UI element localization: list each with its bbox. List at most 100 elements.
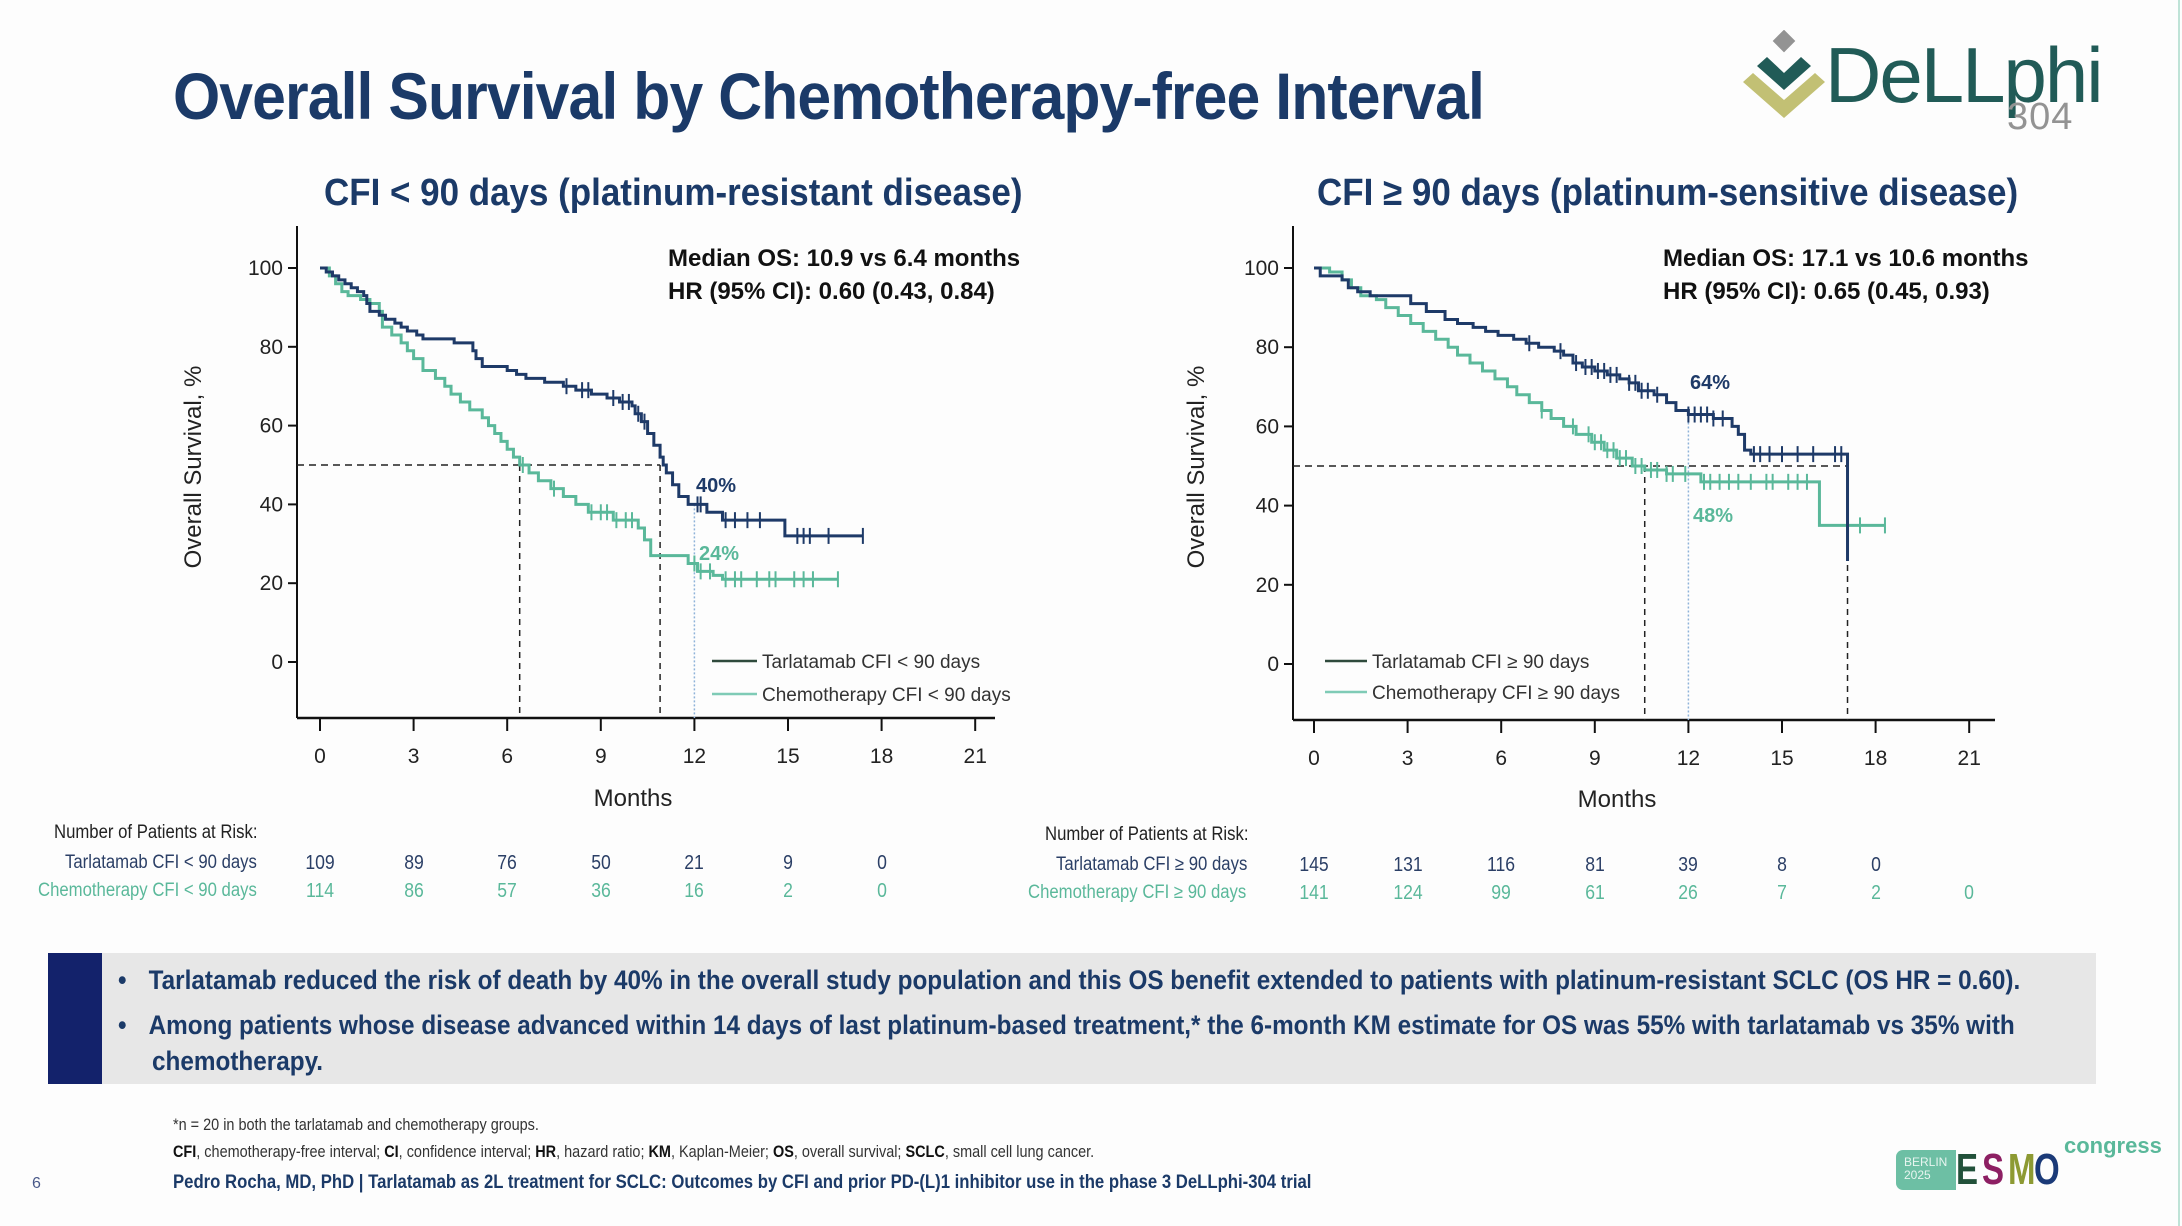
x-tick-label: 6	[1495, 747, 1507, 770]
risk-value-chemotherapy: 86	[403, 880, 424, 902]
axes-right: 0 3 6 9 12 15 18 21 0 20 40 60 80 100	[1244, 226, 1995, 770]
abbreviation-term: SCLC	[905, 1142, 945, 1161]
risk-value-tarlatamab: 131	[1392, 854, 1423, 876]
risk-row-label-tarlatamab-left: Tarlatamab CFI < 90 days	[65, 852, 257, 873]
risk-value-tarlatamab: 76	[497, 852, 517, 874]
risk-table-header-left: Number of Patients at Risk:	[54, 822, 258, 843]
abbreviation-definition: , Kaplan-Meier;	[670, 1142, 773, 1161]
x-tick-label: 0	[1308, 747, 1320, 770]
panel-title-left: CFI < 90 days (platinum-resistant diseas…	[324, 172, 1023, 214]
y-tick-label: 20	[1256, 574, 1279, 597]
x-tick-label: 6	[501, 745, 513, 768]
hr-left: HR (95% CI): 0.60 (0.43, 0.84)	[668, 278, 995, 305]
logo-wordmark: DeLLphi	[1825, 31, 2104, 119]
risk-value-tarlatamab: 116	[1487, 854, 1516, 876]
y-axis-title-right: Overall Survival, %	[1183, 366, 1210, 569]
key-takeaways-box	[48, 953, 2096, 1084]
key-takeaways-accent-bar	[48, 953, 102, 1084]
risk-value-tarlatamab: 89	[403, 852, 424, 874]
abbreviation-term: CI	[384, 1142, 399, 1161]
esmo-year: 2025	[1904, 1168, 1931, 1182]
x-tick-label: 3	[408, 745, 420, 768]
abbreviation-definition: , confidence interval;	[398, 1142, 536, 1161]
risk-value-tarlatamab: 0	[876, 852, 887, 874]
risk-value-tarlatamab: 50	[591, 852, 611, 874]
bullet-item-2-continued: chemotherapy.	[152, 1046, 324, 1076]
km-curve-tarlatamab	[1314, 266, 1850, 562]
chevron-diamond-logo-icon	[1743, 30, 1825, 118]
risk-value-tarlatamab: 109	[305, 852, 335, 874]
logo-number: 304	[2007, 96, 2074, 138]
risk-value-chemotherapy: 36	[591, 880, 611, 902]
page-title: Overall Survival by Chemotherapy-free In…	[173, 59, 1485, 133]
bullet-icon: •	[118, 1010, 127, 1040]
y-tick-label: 80	[260, 336, 283, 359]
abbreviation-term: KM	[648, 1142, 671, 1161]
landmark-label-chemo-right: 48%	[1693, 505, 1733, 527]
median-os-right: Median OS: 17.1 vs 10.6 months	[1663, 245, 2028, 272]
risk-value-chemotherapy: 26	[1678, 882, 1699, 904]
esmo-congress-word: congress	[2064, 1133, 2162, 1158]
x-tick-label: 12	[683, 745, 706, 768]
abbreviation-term: HR	[535, 1142, 557, 1161]
km-curve-tarlatamab	[320, 266, 863, 538]
x-tick-label: 21	[964, 745, 987, 768]
x-axis-title-left: Months	[594, 785, 673, 812]
panel-title-right: CFI ≥ 90 days (platinum-sensitive diseas…	[1317, 172, 2019, 214]
bullet-icon: •	[118, 965, 127, 995]
footnote-abbreviations: CFI, chemotherapy-free interval; CI, con…	[173, 1142, 1094, 1162]
median-os-left: Median OS: 10.9 vs 6.4 months	[668, 245, 1020, 272]
km-curve-chemotherapy	[1314, 266, 1885, 527]
abbreviation-definition: , chemotherapy-free interval;	[196, 1142, 385, 1161]
citation: Pedro Rocha, MD, PhD | Tarlatamab as 2L …	[173, 1172, 1312, 1193]
y-tick-label: 20	[260, 572, 283, 595]
abbreviation-term: OS	[772, 1142, 794, 1161]
risk-value-chemotherapy: 124	[1392, 882, 1423, 904]
legend-label-chemo-left: Chemotherapy CFI < 90 days	[762, 685, 1011, 706]
risk-value-chemotherapy: 0	[1964, 882, 1975, 904]
abbreviation-definition: , overall survival;	[793, 1142, 906, 1161]
risk-table-header-right: Number of Patients at Risk:	[1045, 824, 1249, 845]
risk-value-chemotherapy: 57	[497, 880, 517, 902]
y-tick-label: 80	[1256, 336, 1279, 359]
x-axis-title-right: Months	[1578, 786, 1657, 813]
x-tick-label: 9	[1589, 747, 1601, 770]
y-tick-label: 0	[271, 651, 283, 674]
risk-row-label-chemo-left: Chemotherapy CFI < 90 days	[38, 880, 257, 901]
axes-left: 0 3 6 9 12 15 18 21 0 20 40 60 80 100	[248, 226, 995, 768]
footnote-asterisk: *n = 20 in both the tarlatamab and chemo…	[173, 1115, 539, 1134]
risk-value-chemotherapy: 99	[1491, 882, 1511, 904]
risk-value-chemotherapy: 16	[684, 880, 705, 902]
km-chart-left: 0 3 6 9 12 15 18 21 0 20 40 60 80 100 Median OS: 10.9…	[180, 226, 1020, 812]
y-tick-label: 0	[1267, 653, 1279, 676]
esmo-letter: E	[1956, 1145, 1978, 1194]
risk-value-tarlatamab: 39	[1678, 854, 1699, 876]
esmo-letter: O	[2034, 1145, 2060, 1194]
x-tick-label: 0	[314, 745, 326, 768]
bullet-item-1: • Tarlatamab reduced the risk of death by…	[118, 962, 2020, 998]
esmo-city-badge: BERLIN 2025	[1896, 1150, 1956, 1190]
esmo-city: BERLIN	[1904, 1155, 1948, 1169]
risk-row-label-chemo-right: Chemotherapy CFI ≥ 90 days	[1028, 882, 1247, 903]
risk-value-tarlatamab: 8	[1777, 854, 1787, 876]
risk-value-tarlatamab: 21	[684, 852, 705, 874]
risk-value-chemotherapy: 61	[1585, 882, 1605, 904]
y-tick-label: 100	[1244, 257, 1279, 280]
landmark-label-tarlatamab-right: 64%	[1690, 372, 1730, 394]
hr-right: HR (95% CI): 0.65 (0.45, 0.93)	[1663, 278, 1990, 305]
risk-value-chemotherapy: 114	[305, 880, 335, 902]
risk-value-tarlatamab: 145	[1299, 854, 1329, 876]
landmark-label-chemo-left: 24%	[699, 543, 739, 565]
x-tick-label: 18	[1864, 747, 1887, 770]
bullet-text-1: Tarlatamab reduced the risk of death by …	[148, 965, 2021, 995]
bullet-item-2: • Among patients whose disease advanced w…	[118, 1007, 2015, 1043]
x-tick-label: 3	[1402, 747, 1414, 770]
y-tick-label: 60	[1256, 415, 1279, 438]
risk-value-chemotherapy: 141	[1299, 882, 1329, 904]
km-curve-chemotherapy	[320, 266, 838, 581]
x-tick-label: 15	[776, 745, 799, 768]
km-chart-right: 0 3 6 9 12 15 18 21 0 20 40 60 80 100 Median OS: 17.1…	[1183, 226, 2028, 813]
risk-value-chemotherapy: 2	[783, 880, 793, 902]
